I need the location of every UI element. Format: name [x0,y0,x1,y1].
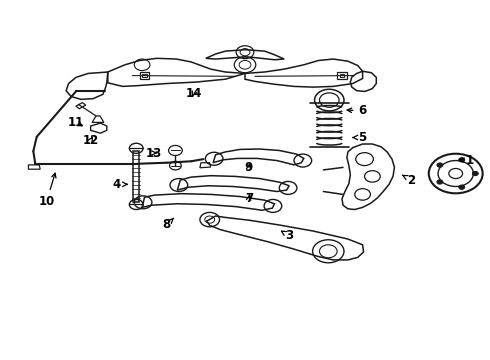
Text: 8: 8 [163,218,173,231]
Circle shape [472,171,478,176]
Text: 7: 7 [245,192,253,204]
Text: 2: 2 [402,174,416,186]
Text: 11: 11 [68,116,84,129]
Circle shape [459,158,465,162]
Text: 3: 3 [281,229,293,242]
Circle shape [437,180,443,184]
Circle shape [459,185,465,189]
Text: 14: 14 [185,87,202,100]
Text: 9: 9 [245,161,253,174]
Text: 1: 1 [460,154,473,167]
Text: 12: 12 [82,134,99,147]
Text: 6: 6 [347,104,367,117]
Text: 5: 5 [353,131,367,144]
Text: 10: 10 [38,173,56,208]
Text: 4: 4 [113,178,127,191]
Text: 13: 13 [145,147,162,159]
Circle shape [437,163,443,167]
